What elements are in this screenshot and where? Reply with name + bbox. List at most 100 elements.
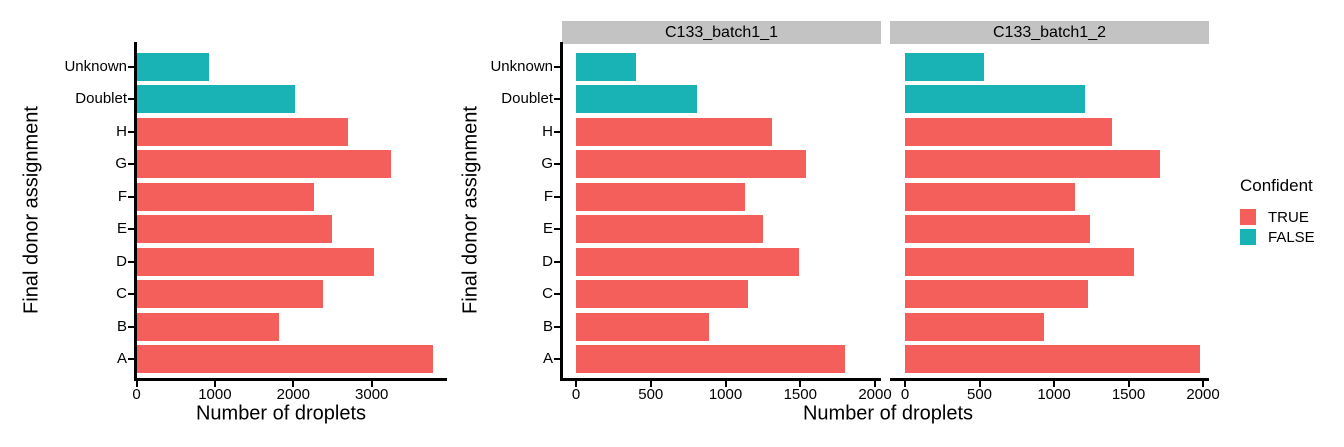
facet1-x-tick-1500 xyxy=(799,380,802,387)
bar-left-f xyxy=(136,182,315,211)
bar-facet2-g xyxy=(905,150,1160,179)
bar-left-d xyxy=(136,247,375,276)
bar-left-c xyxy=(136,280,324,309)
left-y-axis-line xyxy=(134,42,137,381)
left-category-label-b: B xyxy=(116,317,127,335)
left-x-tick-0 xyxy=(135,380,138,387)
facet1-x-tick-label-1000: 1000 xyxy=(708,386,743,403)
bar-facet2-a xyxy=(905,344,1201,373)
left-y-tick-a xyxy=(127,357,134,360)
bar-facet2-d xyxy=(905,247,1135,276)
facet1-y-tick-e xyxy=(553,228,560,231)
bar-facet1-unknown xyxy=(576,53,636,81)
bar-facet1-c xyxy=(576,280,748,309)
left-category-label-d: D xyxy=(116,252,127,270)
facet2-x-tick-label-0: 0 xyxy=(900,386,910,403)
left-y-tick-d xyxy=(127,260,134,263)
left-y-tick-unknown xyxy=(127,66,134,68)
facet-strip-1: C133_batch1_1 xyxy=(562,21,881,44)
bar-left-a xyxy=(136,344,433,373)
legend: Confident TRUE FALSE xyxy=(1240,176,1315,249)
facet1-category-label-a: A xyxy=(542,349,553,367)
facet1-x-tick-500 xyxy=(649,380,652,387)
left-category-label-e: E xyxy=(116,220,127,238)
left-y-tick-c xyxy=(127,293,134,296)
facet1-y-tick-a xyxy=(553,357,560,360)
bar-facet1-a xyxy=(576,344,846,373)
bar-facet1-e xyxy=(576,215,763,244)
facet1-category-label-d: D xyxy=(542,252,553,270)
facet2-x-axis-line xyxy=(890,378,1209,381)
bar-facet1-b xyxy=(576,312,710,341)
bar-left-unknown xyxy=(136,53,210,81)
left-x-tick-3000 xyxy=(370,380,373,387)
bar-left-doublet xyxy=(136,85,295,114)
left-category-label-f: F xyxy=(117,187,127,205)
bar-left-h xyxy=(136,117,349,146)
left-x-tick-label-1000: 1000 xyxy=(198,386,232,403)
facet2-x-tick-label-500: 500 xyxy=(966,386,993,403)
facet1-x-tick-label-0: 0 xyxy=(571,386,581,403)
left-y-tick-doublet xyxy=(127,98,134,101)
legend-item-true: TRUE xyxy=(1240,209,1315,226)
left-x-axis-title: Number of droplets xyxy=(195,402,367,425)
facet1-category-label-doublet: Doublet xyxy=(501,90,553,108)
legend-swatch-true-icon xyxy=(1240,209,1256,225)
legend-item-false: FALSE xyxy=(1240,228,1315,246)
bar-left-e xyxy=(136,215,332,244)
bar-facet2-unknown xyxy=(905,53,984,81)
legend-label-false: FALSE xyxy=(1268,228,1315,246)
facet1-category-label-g: G xyxy=(541,155,553,173)
left-x-tick-label-2000: 2000 xyxy=(276,386,310,403)
bar-facet1-d xyxy=(576,247,799,276)
left-x-tick-2000 xyxy=(292,380,295,387)
facet1-x-tick-label-1500: 1500 xyxy=(783,386,817,403)
facet1-x-axis-line xyxy=(560,378,881,381)
left-y-tick-h xyxy=(127,130,134,133)
facet2-x-tick-1000 xyxy=(1053,380,1056,387)
bar-facet2-f xyxy=(905,182,1075,211)
bar-facet1-g xyxy=(576,150,807,179)
facet-strip-1-label: C133_batch1_1 xyxy=(665,23,778,41)
facet1-category-label-b: B xyxy=(542,317,553,335)
left-category-label-g: G xyxy=(115,155,127,173)
facet-strip-2-label: C133_batch1_2 xyxy=(993,23,1106,41)
bar-facet2-h xyxy=(905,117,1113,146)
facet1-x-tick-label-500: 500 xyxy=(638,386,664,403)
facet2-x-tick-1500 xyxy=(1127,380,1130,387)
facet1-category-label-e: E xyxy=(542,220,553,238)
left-y-tick-g xyxy=(127,163,134,166)
facet1-x-tick-1000 xyxy=(724,380,727,387)
left-category-label-h: H xyxy=(116,122,127,140)
facet1-category-label-f: F xyxy=(543,187,553,205)
facet1-y-tick-h xyxy=(553,130,560,133)
legend-swatch-false-icon xyxy=(1240,229,1256,245)
facet1-y-tick-c xyxy=(553,293,560,296)
facet1-x-tick-0 xyxy=(575,380,577,387)
bar-facet1-doublet xyxy=(576,85,698,114)
left-category-label-doublet: Doublet xyxy=(75,90,127,108)
facet2-x-tick-0 xyxy=(904,380,906,387)
left-y-tick-b xyxy=(127,325,134,328)
facet2-x-tick-2000 xyxy=(1202,380,1205,387)
bar-left-b xyxy=(136,312,280,341)
facet1-y-tick-f xyxy=(553,195,560,198)
bar-facet2-e xyxy=(905,215,1090,244)
left-x-axis-line xyxy=(134,378,447,381)
bar-facet1-h xyxy=(576,117,772,146)
facet1-y-tick-b xyxy=(553,325,560,328)
facet-strip-2: C133_batch1_2 xyxy=(890,21,1209,44)
legend-title: Confident xyxy=(1240,176,1313,195)
left-category-label-unknown: Unknown xyxy=(64,58,127,75)
facet2-x-tick-label-1500: 1500 xyxy=(1111,386,1146,403)
facet1-y-tick-g xyxy=(553,163,560,166)
facet1-x-tick-2000 xyxy=(874,380,877,387)
left-x-tick-label-0: 0 xyxy=(132,386,141,403)
bar-left-g xyxy=(136,150,392,179)
bar-facet2-c xyxy=(905,280,1089,309)
facet2-x-tick-label-1000: 1000 xyxy=(1037,386,1071,403)
facet1-y-tick-unknown xyxy=(553,66,560,68)
facet1-category-label-h: H xyxy=(542,122,553,140)
left-category-label-c: C xyxy=(116,285,127,303)
